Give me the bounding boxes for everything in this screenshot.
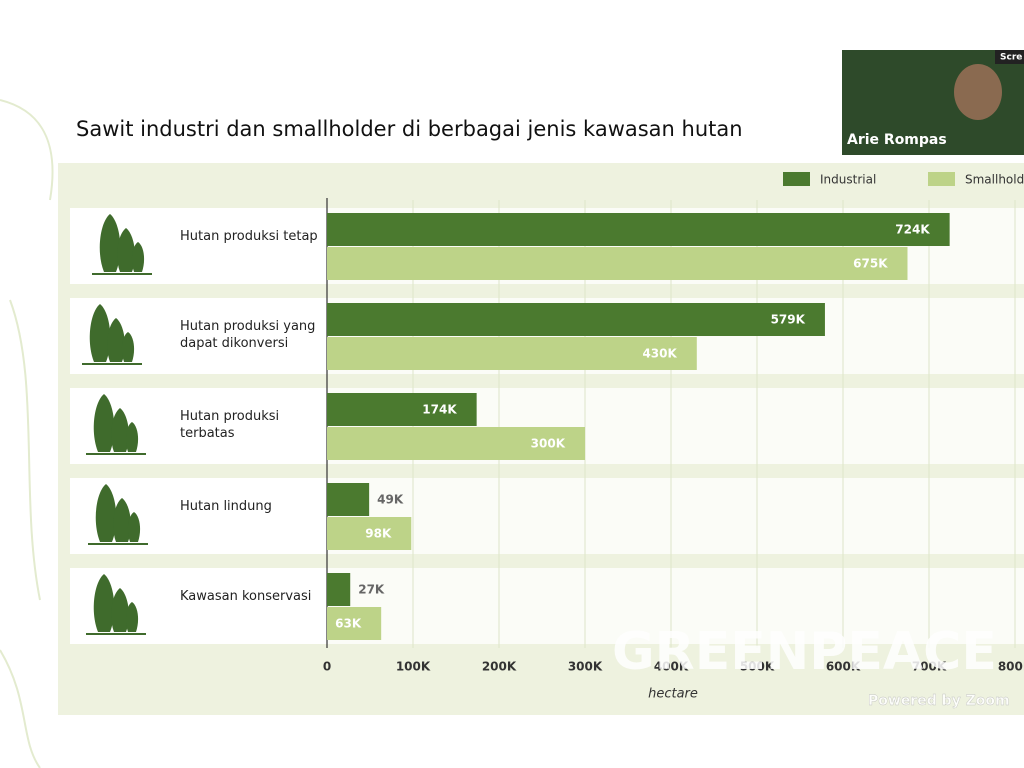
- value-label: 675K: [853, 257, 888, 271]
- participant-name: Arie Rompas: [847, 132, 947, 148]
- badge: [995, 50, 1024, 64]
- category-label: Hutan produksi terbatas: [180, 409, 280, 441]
- slide-title: Sawit industri dan smallholder di berbag…: [76, 117, 743, 141]
- value-label: 430K: [642, 347, 677, 361]
- bar: [327, 427, 585, 460]
- decor: [0, 99, 54, 768]
- value-label: 27K: [358, 583, 385, 597]
- x-axis-label: hectare: [648, 687, 698, 702]
- bar: [327, 303, 825, 336]
- x-tick-label: 700K: [912, 660, 947, 674]
- x-tick-label: 100K: [396, 660, 431, 674]
- value-label: 63K: [335, 617, 362, 631]
- value-label: 49K: [377, 493, 404, 507]
- bar: [327, 607, 382, 640]
- watermark: GREENPEACE: [612, 622, 997, 682]
- category-label: Kawasan konservasi: [180, 589, 312, 604]
- category-label: Hutan lindung: [180, 499, 272, 514]
- x-tick-label: 500K: [740, 660, 775, 674]
- x-tick-label: 300K: [568, 660, 603, 674]
- legend-label: Smallholder: [965, 173, 1024, 187]
- legend-swatch: [783, 172, 810, 186]
- bar: [327, 213, 950, 246]
- x-tick-label: 200K: [482, 660, 517, 674]
- legend-swatch: [928, 172, 955, 186]
- badge-text: Scre: [1000, 53, 1022, 63]
- value-label: 300K: [531, 437, 566, 451]
- bar: [327, 247, 908, 280]
- category-label: Hutan produksi tetap: [180, 229, 318, 244]
- bar: [327, 337, 697, 370]
- value-label: 724K: [895, 223, 930, 237]
- x-tick-label: 0: [323, 660, 331, 674]
- bar: [327, 573, 351, 606]
- webcam-person: [954, 64, 1002, 120]
- value-label: 174K: [422, 403, 457, 417]
- bar: [327, 517, 412, 550]
- x-tick-label: 800K: [998, 660, 1024, 674]
- value-label: 579K: [771, 313, 806, 327]
- x-tick-label: 400K: [654, 660, 689, 674]
- bar: [327, 483, 370, 516]
- value-label: 98K: [365, 527, 392, 541]
- category-label: Hutan produksi yang dapat dikonversi: [180, 319, 316, 351]
- legend-label: Industrial: [820, 173, 876, 187]
- bar: [327, 393, 477, 426]
- x-tick-label: 600K: [826, 660, 861, 674]
- zoom-label: Powered by Zoom: [868, 693, 1010, 709]
